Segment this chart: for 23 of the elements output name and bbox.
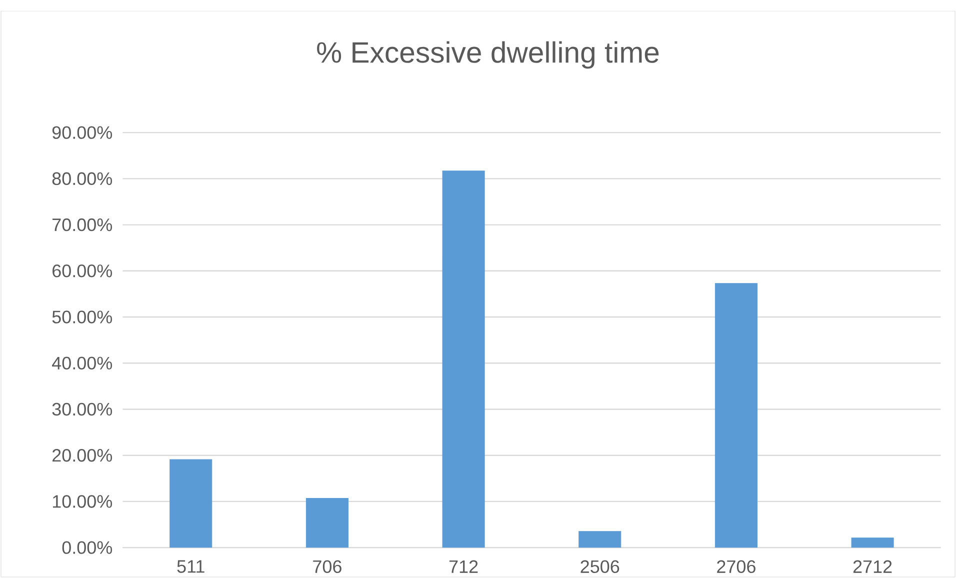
- bar: [714, 283, 758, 548]
- bar: [442, 170, 485, 548]
- y-tick-label: 90.00%: [52, 126, 112, 139]
- y-tick-label: 50.00%: [52, 310, 112, 324]
- bar: [851, 538, 894, 548]
- y-tick-label: 40.00%: [52, 356, 112, 370]
- y-tick-label: 30.00%: [52, 402, 112, 416]
- x-tick-label: 706: [313, 560, 342, 574]
- x-tick-label: 511: [177, 560, 204, 573]
- bar: [306, 498, 348, 548]
- y-tick-label: 10.00%: [52, 495, 112, 508]
- y-tick-label: 70.00%: [52, 218, 112, 232]
- bar: [170, 459, 212, 548]
- x-tick-label: 2712: [853, 560, 892, 573]
- chart-title: % Excessive dwelling time: [317, 41, 659, 69]
- y-tick-label: 0.00%: [62, 541, 112, 554]
- y-tick-label: 80.00%: [52, 172, 112, 186]
- x-tick-label: 712: [449, 560, 478, 573]
- x-tick-label: 2506: [580, 560, 620, 574]
- y-tick-label: 20.00%: [52, 448, 112, 462]
- y-tick-label: 60.00%: [52, 264, 112, 278]
- x-tick-label: 2706: [717, 560, 756, 574]
- bar: [578, 531, 622, 548]
